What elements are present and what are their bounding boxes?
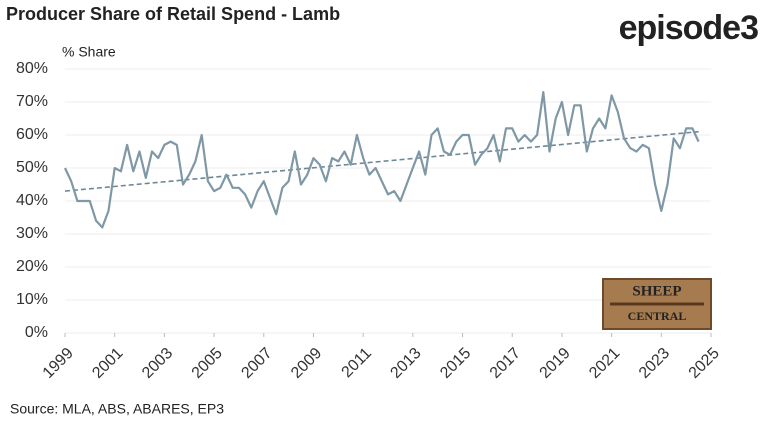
x-tick-label: 2019	[537, 345, 574, 382]
watermark-text: SHEEP	[632, 283, 681, 299]
y-tick-label: 20%	[16, 258, 48, 275]
source-note: Source: MLA, ABS, ABARES, EP3	[10, 401, 224, 417]
x-tick-label: 2001	[89, 345, 126, 382]
x-tick-label: 2005	[189, 345, 226, 382]
chart-title: Producer Share of Retail Spend - Lamb	[6, 4, 340, 24]
x-tick-label: 2009	[288, 345, 325, 382]
y-tick-label: 50%	[16, 159, 48, 176]
y-tick-label: 10%	[16, 291, 48, 308]
brand-logo: episode3	[619, 9, 758, 47]
x-tick-label: 2023	[636, 345, 673, 382]
x-tick-label: 2007	[238, 345, 275, 382]
x-tick-label: 2011	[339, 345, 375, 381]
trend-line	[64, 130, 699, 192]
x-tick-label: 2003	[139, 345, 176, 382]
data-line	[64, 91, 700, 229]
x-tick-label: 1999	[40, 345, 77, 382]
watermark-text: CENTRAL	[628, 309, 687, 323]
y-axis-label: % Share	[62, 44, 116, 60]
x-tick-label: 2025	[686, 345, 723, 382]
y-tick-label: 60%	[16, 126, 48, 143]
x-tick-label: 2021	[586, 345, 623, 382]
watermark: SHEEP CENTRAL	[602, 278, 712, 330]
y-tick-label: 70%	[16, 93, 48, 110]
y-tick-label: 0%	[25, 324, 48, 341]
y-tick-label: 80%	[16, 60, 48, 77]
x-tick-label: 2013	[387, 345, 424, 382]
x-tick-label: 2015	[437, 345, 474, 382]
y-tick-label: 40%	[16, 192, 48, 209]
x-tick-label: 2017	[487, 345, 524, 382]
y-tick-label: 30%	[16, 225, 48, 242]
